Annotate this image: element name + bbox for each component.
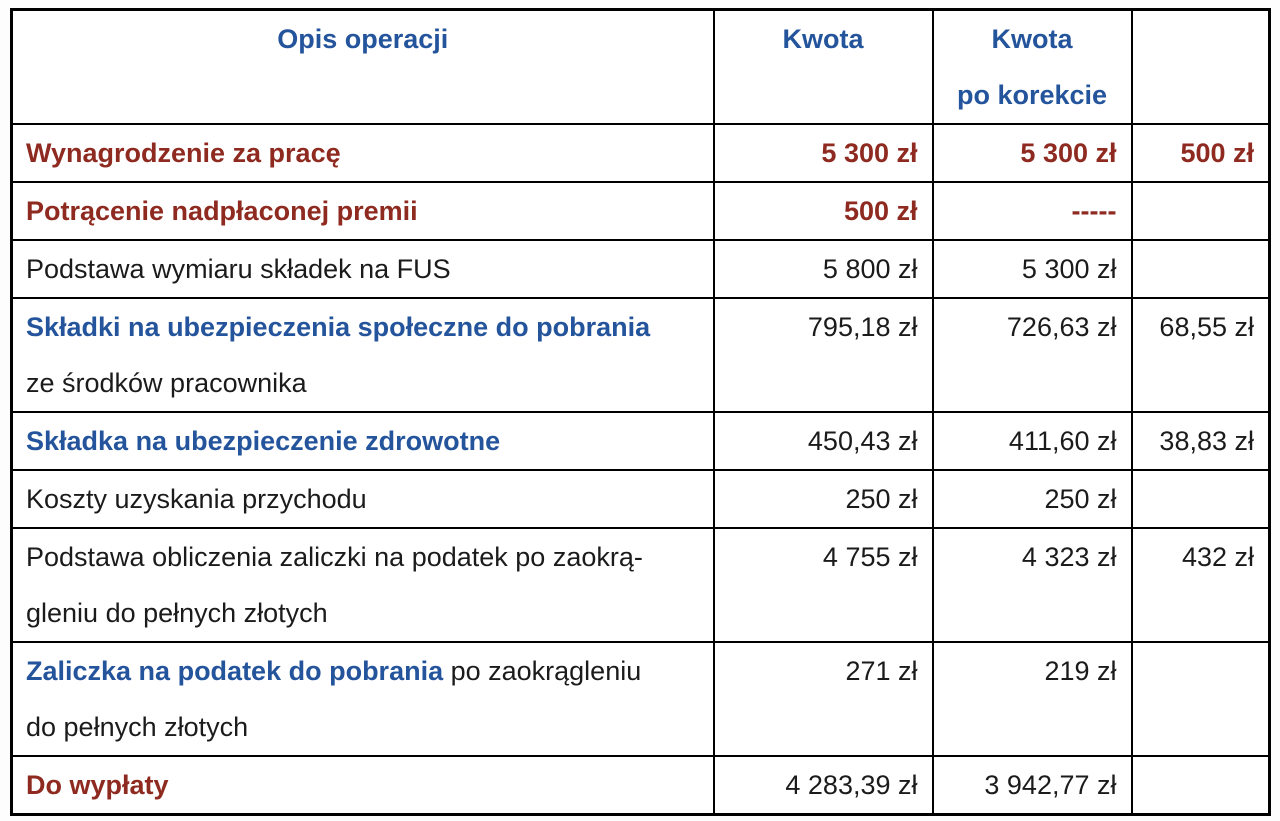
value-kwota: 5 300 zł: [712, 123, 934, 183]
row-label: Podstawa obliczenia zaliczki na podatek …: [10, 527, 715, 643]
table-row: Składki na ubezpieczenia społeczne do po…: [10, 297, 1271, 413]
value-roznica: [1130, 239, 1271, 299]
row-label-segment: Koszty uzyskania przychodu: [26, 484, 367, 514]
table-row: Zaliczka na podatek do pobrania po zaokr…: [10, 641, 1271, 757]
value-roznica: 68,55 zł: [1130, 297, 1271, 413]
value-kwota: 4 283,39 zł: [712, 755, 934, 816]
row-label-segment: ze środków pracownika: [26, 368, 307, 398]
row-label-segment: do pełnych złotych: [26, 712, 249, 742]
value-roznica: 500 zł: [1130, 123, 1271, 183]
value-kwota-po-korekcie: 250 zł: [931, 469, 1133, 529]
row-label: Wynagrodzenie za pracę: [10, 123, 715, 183]
value-kwota-po-korekcie: 411,60 zł: [931, 411, 1133, 471]
table-row: Wynagrodzenie za pracę 5 300 zł 5 300 zł 50…: [10, 123, 1271, 183]
table-row: Podstawa obliczenia zaliczki na podatek …: [10, 527, 1271, 643]
value-roznica: [1130, 469, 1271, 529]
row-label: Składka na ubezpieczenie zdrowotne: [10, 411, 715, 471]
table-row: Do wypłaty 4 283,39 zł 3 942,77 zł: [10, 755, 1271, 816]
value-kwota: 450,43 zł: [712, 411, 934, 471]
value-kwota: 250 zł: [712, 469, 934, 529]
row-label-segment: Składka na ubezpieczenie zdrowotne: [26, 426, 501, 456]
table-row: Składka na ubezpieczenie zdrowotne 450,43…: [10, 411, 1271, 471]
value-roznica: [1130, 755, 1271, 816]
value-roznica: 38,83 zł: [1130, 411, 1271, 471]
row-label-segment: Zaliczka na podatek do pobrania: [26, 656, 444, 686]
value-kwota: 500 zł: [712, 181, 934, 241]
row-label: Potrącenie nadpłaconej premii: [10, 181, 715, 241]
value-roznica: [1130, 641, 1271, 757]
value-kwota-po-korekcie: 726,63 zł: [931, 297, 1133, 413]
row-label-segment: Potrącenie nadpłaconej premii: [26, 196, 418, 226]
value-kwota: 5 800 zł: [712, 239, 934, 299]
table-row: Potrącenie nadpłaconej premii 500 zł -----: [10, 181, 1271, 241]
row-label-segment: gleniu do pełnych złotych: [26, 598, 328, 628]
value-kwota-po-korekcie: 219 zł: [931, 641, 1133, 757]
row-label: Zaliczka na podatek do pobrania po zaokr…: [10, 641, 715, 757]
header-kwota: Kwota: [712, 8, 934, 125]
row-label-segment: Do wypłaty: [26, 770, 169, 800]
row-label: Do wypłaty: [10, 755, 715, 816]
value-kwota: 4 755 zł: [712, 527, 934, 643]
header-row: Opis operacji Kwota Kwota po korekcie: [10, 8, 1271, 125]
value-roznica: 432 zł: [1130, 527, 1271, 643]
header-kwota-po-korekcie-line2: po korekcie: [956, 80, 1108, 110]
payroll-correction-table: Opis operacji Kwota Kwota po korekcie Wy…: [10, 8, 1271, 816]
table-row: Koszty uzyskania przychodu 250 zł 250 zł: [10, 469, 1271, 529]
header-kwota-po-korekcie-line1: Kwota: [991, 24, 1073, 54]
value-kwota: 795,18 zł: [712, 297, 934, 413]
row-label: Podstawa wymiaru składek na FUS: [10, 239, 715, 299]
value-kwota-po-korekcie: 5 300 zł: [931, 123, 1133, 183]
row-label: Składki na ubezpieczenia społeczne do po…: [10, 297, 715, 413]
header-kwota-po-korekcie: Kwota po korekcie: [931, 8, 1133, 125]
header-opis-operacji: Opis operacji: [10, 8, 715, 125]
value-kwota-po-korekcie: 4 323 zł: [931, 527, 1133, 643]
value-roznica: [1130, 181, 1271, 241]
value-kwota-po-korekcie: -----: [931, 181, 1133, 241]
row-label-segment: Wynagrodzenie za pracę: [26, 138, 341, 168]
table-header: Opis operacji Kwota Kwota po korekcie: [10, 8, 1271, 125]
row-label: Koszty uzyskania przychodu: [10, 469, 715, 529]
row-label-segment: po zaokrągleniu: [443, 656, 642, 686]
value-kwota-po-korekcie: 5 300 zł: [931, 239, 1133, 299]
value-kwota-po-korekcie: 3 942,77 zł: [931, 755, 1133, 816]
row-label-segment: Podstawa wymiaru składek na FUS: [26, 254, 451, 284]
row-label-segment: Składki na ubezpieczenia społeczne do po…: [26, 312, 651, 342]
table-body: Wynagrodzenie za pracę 5 300 zł 5 300 zł 50…: [10, 123, 1271, 816]
row-label-segment: Podstawa obliczenia zaliczki na podatek …: [26, 542, 643, 572]
table-row: Podstawa wymiaru składek na FUS 5 800 zł 5…: [10, 239, 1271, 299]
value-kwota: 271 zł: [712, 641, 934, 757]
header-empty: [1130, 8, 1271, 125]
